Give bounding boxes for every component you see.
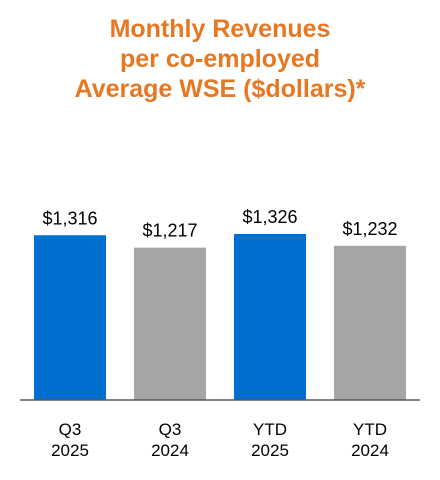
chart-title-line-2: per co-employed [119, 45, 321, 73]
chart-title: Monthly Revenues per co-employed Average… [0, 14, 440, 104]
x-tick-label-1-0: Q3 [159, 420, 182, 439]
x-tick-label-3-0: YTD [353, 420, 387, 439]
x-tick-label-2-1: 2025 [251, 441, 289, 460]
x-tick-label-2-0: YTD [253, 420, 287, 439]
chart-title-line-3: Average WSE ($dollars)* [74, 75, 366, 103]
bar-0 [34, 235, 106, 400]
x-tick-label-3-1: 2024 [351, 441, 389, 460]
x-tick-label-1-1: 2024 [151, 441, 189, 460]
x-tick-label-0-0: Q3 [59, 420, 82, 439]
value-label-2: $1,326 [242, 207, 297, 227]
bar-2 [234, 234, 306, 400]
value-label-3: $1,232 [342, 219, 397, 239]
bar-3 [334, 245, 406, 400]
value-label-1: $1,217 [142, 221, 197, 241]
x-tick-label-0-1: 2025 [51, 441, 89, 460]
value-label-0: $1,316 [42, 208, 97, 228]
bar-1 [134, 247, 206, 400]
chart-title-line-1: Monthly Revenues [109, 15, 331, 43]
